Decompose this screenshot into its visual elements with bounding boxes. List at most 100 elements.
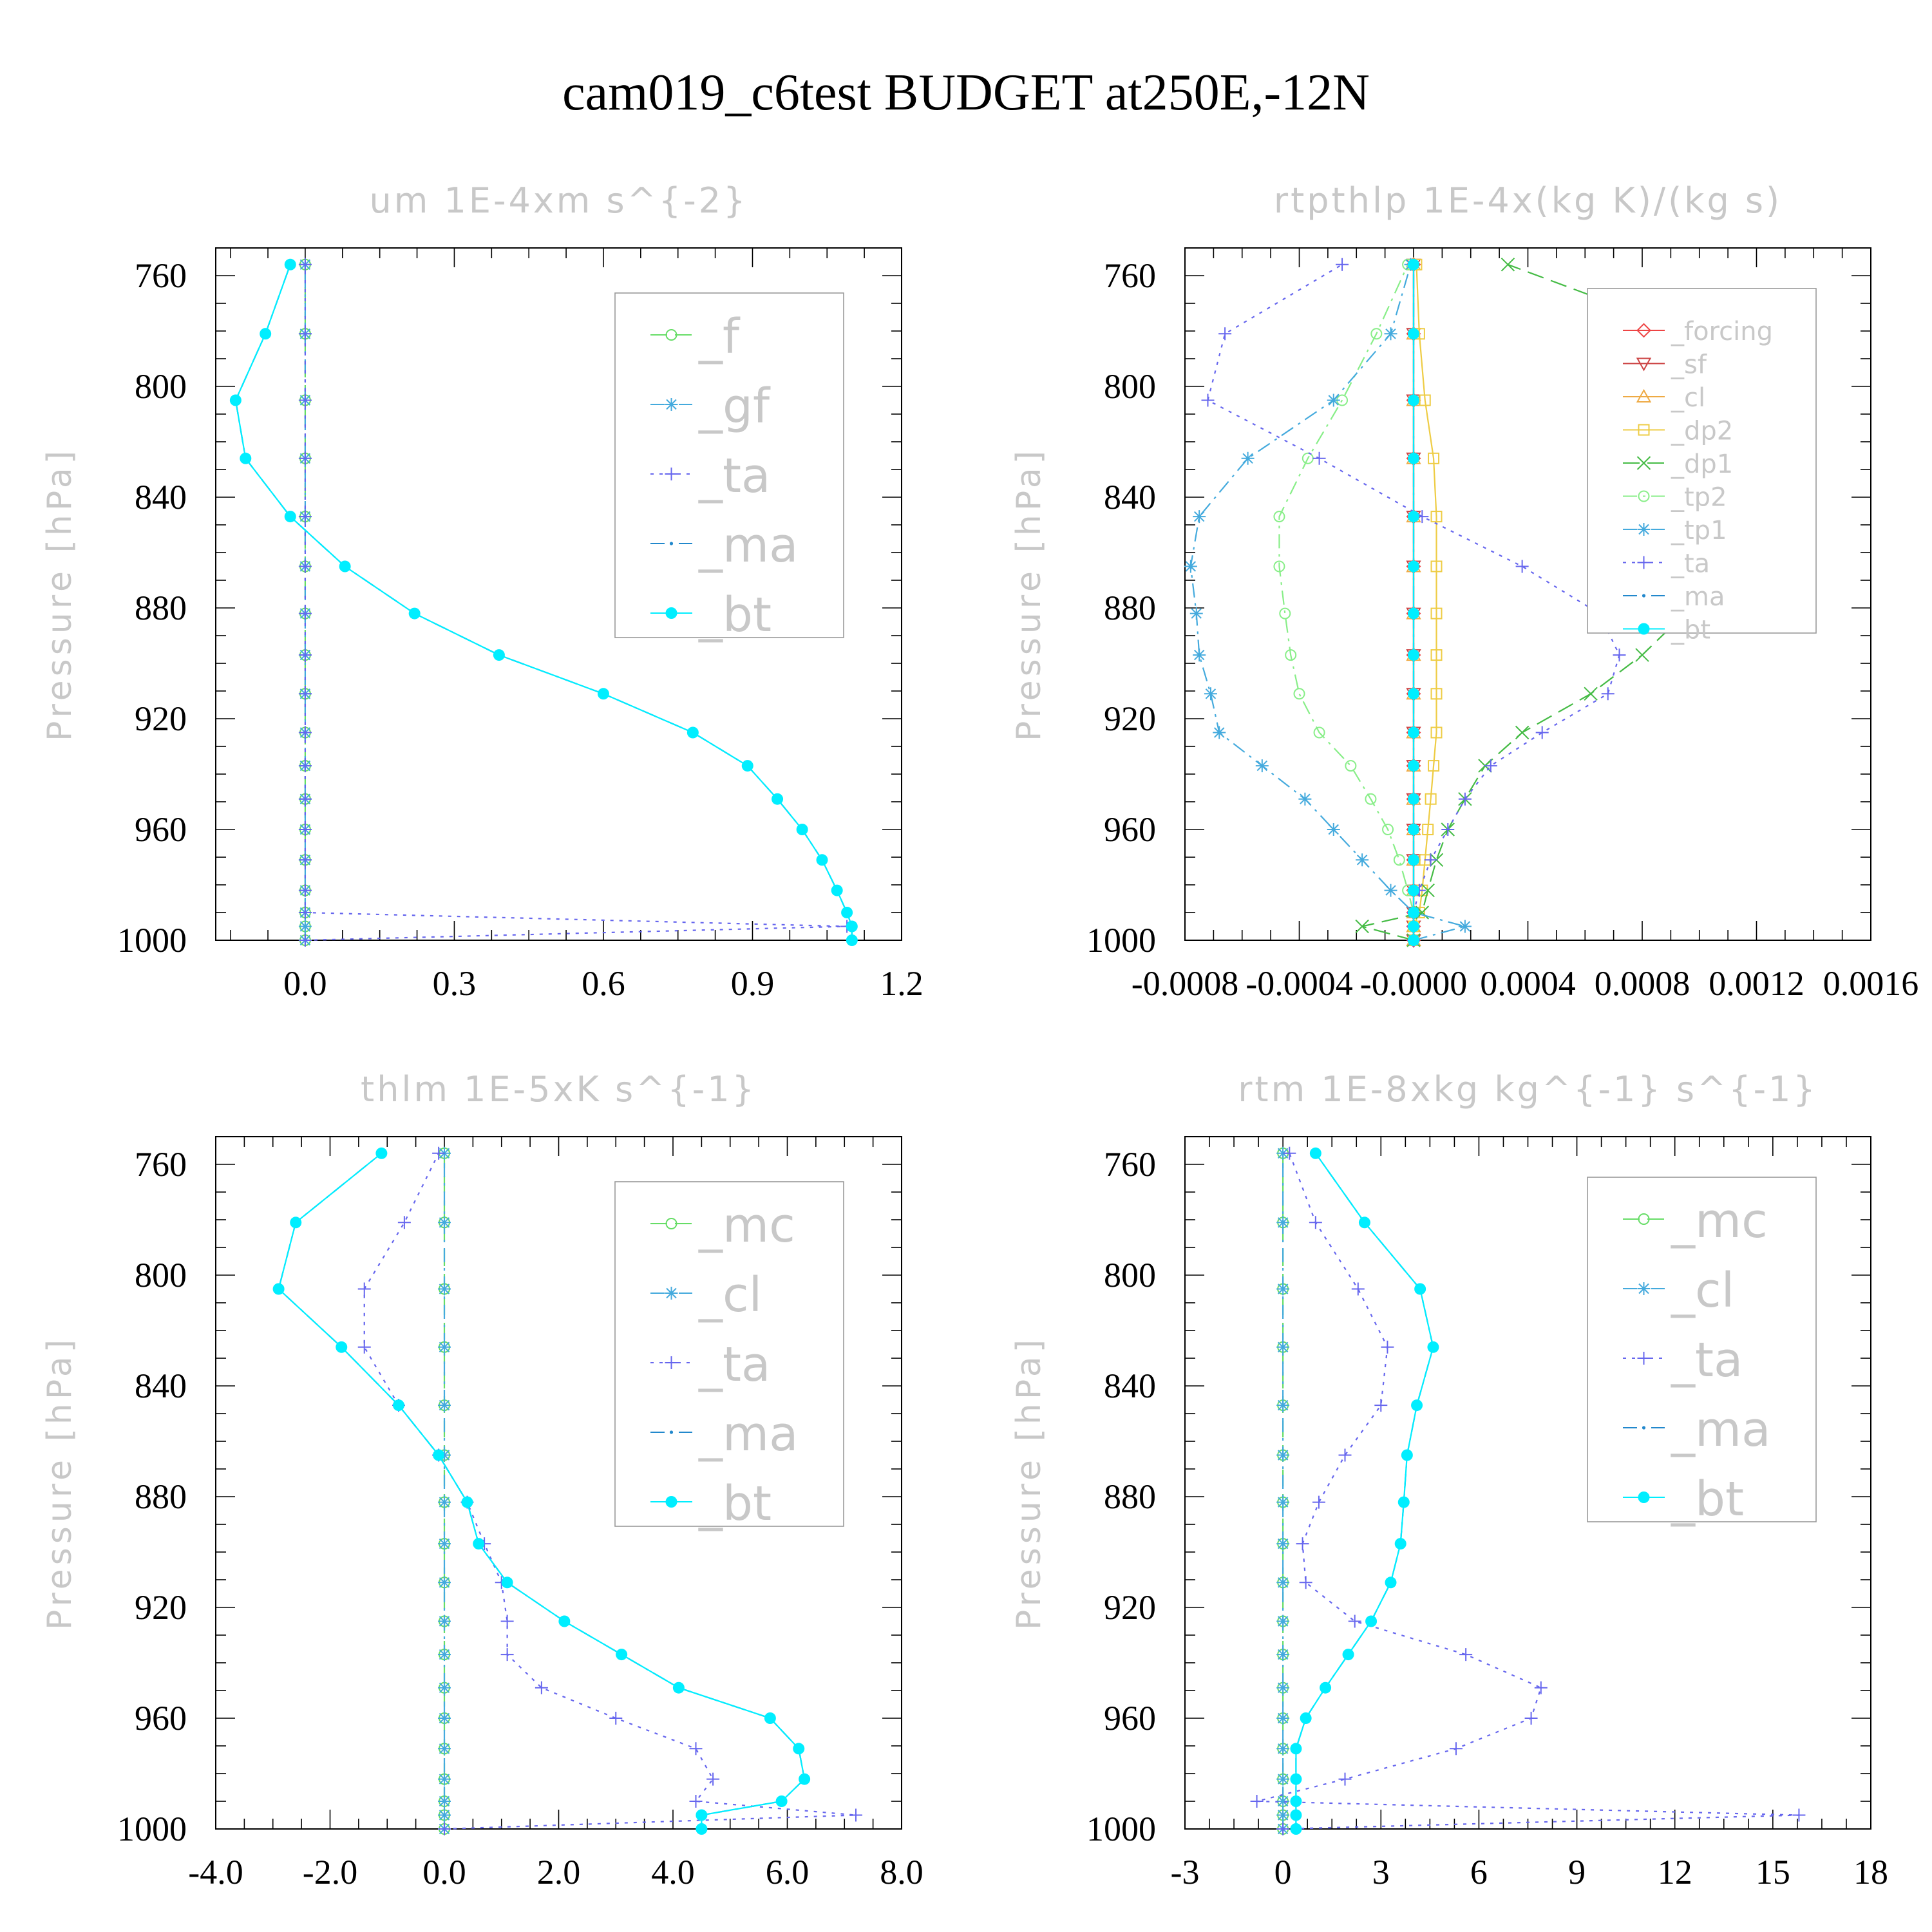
data-point [438,1537,451,1551]
chart-panel-1: um 1E-4xm s^{-2} Pressure [hPa] 760 800 840 8… [41,180,923,1003]
data-point [1276,1495,1290,1509]
y-tick-label: 1000 [117,921,187,960]
data-point [1408,824,1419,835]
y-tick-label: 800 [1104,1256,1156,1294]
legend-label: _tp1 [1671,516,1727,545]
data-point [841,907,853,918]
x-tick-label: 0 [1274,1853,1292,1891]
data-point [1184,560,1197,573]
data-point [1384,327,1397,341]
data-point [438,1795,451,1808]
data-point [438,1648,451,1662]
data-point [272,1283,285,1295]
data-point [438,1712,451,1725]
data-point [1290,1795,1302,1807]
x-tick-label: 8.0 [880,1853,923,1891]
series-cl [438,1146,451,1835]
x-tick-label: 3 [1372,1853,1390,1891]
data-point [1193,510,1206,524]
x-tick-label: 0.0 [283,964,327,1003]
data-point [1441,823,1455,836]
data-point [1374,1399,1388,1412]
data-point [1342,1649,1354,1661]
y-axis-label: Pressure [hPa] [1010,1336,1048,1630]
data-point [696,1823,708,1835]
data-point [433,1449,445,1461]
y-tick-label: 800 [135,1256,187,1294]
legend-marker [1636,456,1651,470]
data-point [1276,1615,1290,1628]
y-tick-label: 760 [1104,256,1156,295]
data-point [1430,649,1443,661]
legend-label: _cl [698,1267,762,1323]
data-point [1534,1681,1548,1694]
x-tick-label: 6.0 [766,1853,810,1891]
x-tick-label: -2.0 [303,1853,357,1891]
y-tick-label: 840 [1104,478,1156,516]
data-point [1213,726,1226,739]
data-point [1355,919,1369,934]
series-tp1 [1184,258,1472,947]
data-point [1218,327,1232,341]
legend-marker [1638,424,1650,436]
data-point [831,884,843,896]
y-tick-label: 800 [1104,367,1156,406]
series-ta [298,258,854,947]
legend-label: _mc [698,1198,795,1253]
data-point [438,1216,451,1229]
x-tick-label: 0.0016 [1823,964,1919,1003]
legend-marker [1642,1426,1646,1430]
data-point [260,328,272,340]
x-tick-label: 12 [1658,1853,1692,1891]
legend-marker [665,1287,678,1300]
data-point [846,934,858,946]
y-tick-label: 840 [135,1367,187,1405]
x-tick-label: 1.2 [880,964,923,1003]
legend-marker [1636,323,1651,338]
data-point [284,258,296,270]
x-tick-label: 0.9 [731,964,775,1003]
data-point [298,451,312,465]
x-tick-label: -0.0008 [1132,964,1238,1003]
data-point [1290,1823,1302,1835]
y-tick-label: 880 [135,1477,187,1516]
data-point [1309,1147,1321,1159]
data-point [1381,1340,1394,1354]
figure-title: cam019_c6test BUDGET at250E,-12N [562,64,1370,121]
data-point [609,1712,623,1725]
legend: _f _gf _ta _ma _bt [614,292,844,643]
data-point [1312,451,1326,465]
legend-label: _ma [1671,1402,1770,1457]
series-line [1361,263,1801,942]
x-tick-label: -0.0000 [1360,964,1467,1003]
chart-panel-3: thlm 1E-5xK s^{-1} Pressure [hPa] 760 800 84… [41,1069,923,1891]
data-point [1273,560,1285,573]
data-point [1425,793,1437,805]
series-line [1189,264,1468,942]
data-point [298,726,312,739]
y-tick-label: 920 [135,1588,187,1627]
data-point [438,1399,451,1412]
legend-label: _bt [1671,1472,1744,1527]
legend-marker [669,542,674,545]
data-point [1458,920,1472,933]
data-point [1279,607,1291,620]
panel-title: um 1E-4xm s^{-2} [370,180,748,221]
data-point [1408,726,1419,739]
data-point [1276,1146,1290,1160]
data-point [1290,1809,1302,1821]
data-point [357,1282,371,1296]
x-tick-label: 0.0004 [1480,964,1576,1003]
data-point [1397,1496,1410,1508]
data-point [408,607,421,620]
data-point [298,687,312,701]
data-point [1358,1217,1370,1229]
legend-label: _bt [698,587,772,643]
data-point [689,1742,703,1756]
y-tick-label: 960 [1104,1699,1156,1738]
data-point [298,258,312,271]
data-point [1338,1772,1352,1786]
x-tick-label: -0.0004 [1245,964,1352,1003]
data-point [616,1649,628,1661]
legend-marker [665,1356,678,1369]
